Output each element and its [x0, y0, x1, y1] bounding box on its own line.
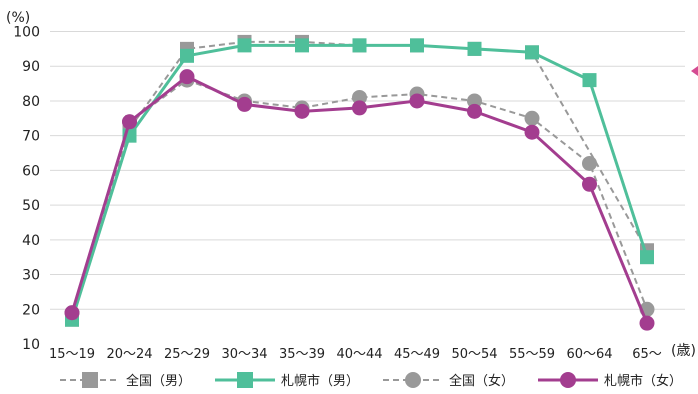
series-line [71, 40, 648, 320]
x-tick-label: 35〜39 [279, 347, 325, 362]
data-point [179, 69, 195, 85]
y-tick-label: 90 [22, 59, 40, 75]
right-edge-arrow-icon [691, 66, 698, 76]
legend-label: 札幌市（女） [604, 373, 682, 389]
legend-marker [405, 372, 421, 388]
data-point [294, 103, 310, 119]
data-point [467, 103, 482, 119]
data-point [467, 41, 482, 56]
y-tick-label: 10 [22, 337, 40, 353]
series-4 [64, 69, 655, 331]
x-tick-label: 20〜24 [106, 347, 152, 362]
y-tick-label: 50 [22, 198, 40, 214]
series-layer [64, 34, 655, 331]
y-tick-label: 40 [22, 233, 40, 249]
legend-item-3: 全国（女） [383, 372, 514, 389]
data-point [525, 45, 539, 60]
legend-item-2: 札幌市（男） [215, 372, 359, 389]
x-tick-label: 40〜44 [336, 347, 382, 362]
x-tick-label: 15〜19 [49, 347, 95, 362]
y-tick-label: 70 [22, 129, 40, 145]
x-axis-unit-label: (歳) [671, 343, 696, 359]
data-point [640, 250, 654, 265]
grid-layer [50, 31, 685, 310]
data-point [639, 315, 655, 331]
data-point [582, 155, 597, 171]
y-axis-unit-label: (%) [6, 10, 30, 26]
data-point [467, 93, 482, 109]
x-tick-label: 25〜29 [164, 347, 210, 362]
data-point [352, 89, 367, 105]
legend-marker [560, 372, 576, 388]
y-tick-label: 30 [22, 268, 40, 284]
series-2 [65, 38, 654, 327]
y-tick-label: 20 [22, 302, 40, 318]
data-point [295, 38, 309, 53]
data-point [524, 110, 540, 126]
legend-marker [82, 372, 98, 388]
legend-item-4: 札幌市（女） [538, 372, 682, 389]
legend-label: 全国（男） [126, 373, 191, 389]
legend-item-1: 全国（男） [60, 372, 191, 389]
x-tick-label: 45〜49 [394, 347, 440, 362]
data-point [237, 96, 252, 112]
data-point [582, 176, 597, 192]
legend: 全国（男） 札幌市（男） 全国（女） 札幌市（女） [60, 372, 682, 389]
series-line [70, 43, 649, 321]
data-point [409, 93, 425, 109]
legend-marker [237, 372, 253, 388]
data-point [410, 38, 424, 53]
x-tick-label: 50〜54 [451, 347, 497, 362]
series-1 [65, 34, 654, 327]
x-tick-label: 65〜 [632, 347, 662, 362]
x-tick-label: 60〜64 [566, 347, 612, 362]
data-point [582, 73, 597, 88]
data-point [524, 124, 540, 140]
y-tick-label: 60 [22, 163, 40, 179]
data-point [122, 114, 137, 130]
y-tick-label: 80 [22, 94, 40, 110]
legend-label: 全国（女） [449, 373, 514, 389]
data-point [237, 38, 252, 53]
data-point [180, 48, 194, 63]
x-tick-label: 30〜34 [221, 347, 267, 362]
x-tick-label: 55〜59 [509, 347, 555, 362]
legend-label: 札幌市（男） [281, 373, 359, 389]
data-point [64, 305, 80, 321]
data-point [352, 38, 367, 53]
y-tick-label: 100 [13, 25, 40, 41]
tick-layer: 10 20 30 40 50 60 70 80 90 100 15〜19 20〜24 25〜29 30〜3… [13, 25, 662, 363]
data-point [352, 100, 367, 116]
